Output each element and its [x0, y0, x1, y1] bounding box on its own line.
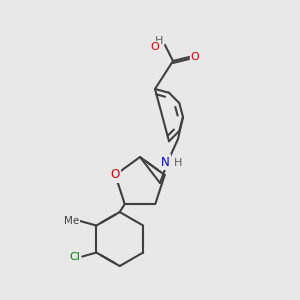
Text: O: O [190, 52, 200, 62]
Text: Cl: Cl [69, 251, 80, 262]
Text: O: O [111, 169, 120, 182]
Text: H: H [155, 36, 163, 46]
Text: N: N [160, 155, 169, 169]
Text: Me: Me [64, 215, 79, 226]
Text: H: H [174, 158, 182, 168]
Text: O: O [151, 42, 159, 52]
